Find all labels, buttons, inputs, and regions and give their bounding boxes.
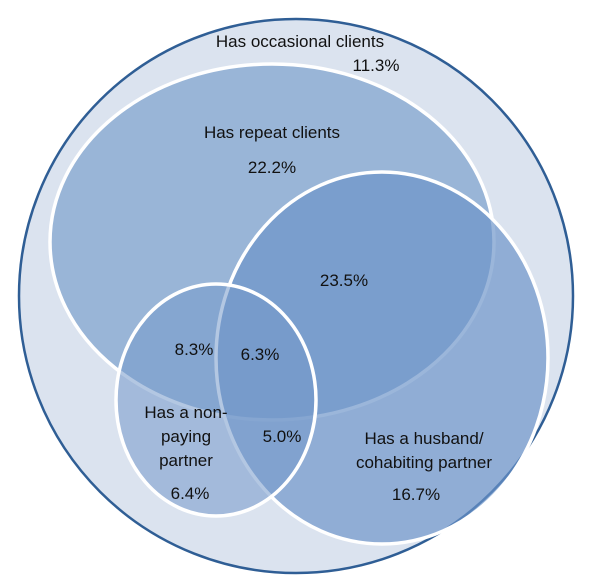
value-repeat-clients: 22.2% xyxy=(248,158,296,177)
label-occasional-clients: Has occasional clients xyxy=(216,32,384,51)
label-nonpaying-line3: partner xyxy=(159,451,213,470)
label-husband-line2: cohabiting partner xyxy=(356,453,492,472)
value-nonpaying-partner: 6.4% xyxy=(171,484,210,503)
label-repeat-clients: Has repeat clients xyxy=(204,123,340,142)
label-nonpaying-line2: paying xyxy=(161,427,211,446)
value-occasional-clients: 11.3% xyxy=(353,56,400,75)
value-husband-nonpaying-overlap: 5.0% xyxy=(263,427,302,446)
label-husband-line1: Has a husband/ xyxy=(364,429,483,448)
set-nonpaying-partner xyxy=(114,282,318,518)
value-husband-partner: 16.7% xyxy=(392,485,440,504)
value-repeat-husband-overlap: 23.5% xyxy=(320,271,368,290)
value-repeat-nonpaying-overlap: 8.3% xyxy=(175,340,214,359)
value-triple-overlap: 6.3% xyxy=(241,345,280,364)
label-nonpaying-line1: Has a non- xyxy=(144,403,227,422)
